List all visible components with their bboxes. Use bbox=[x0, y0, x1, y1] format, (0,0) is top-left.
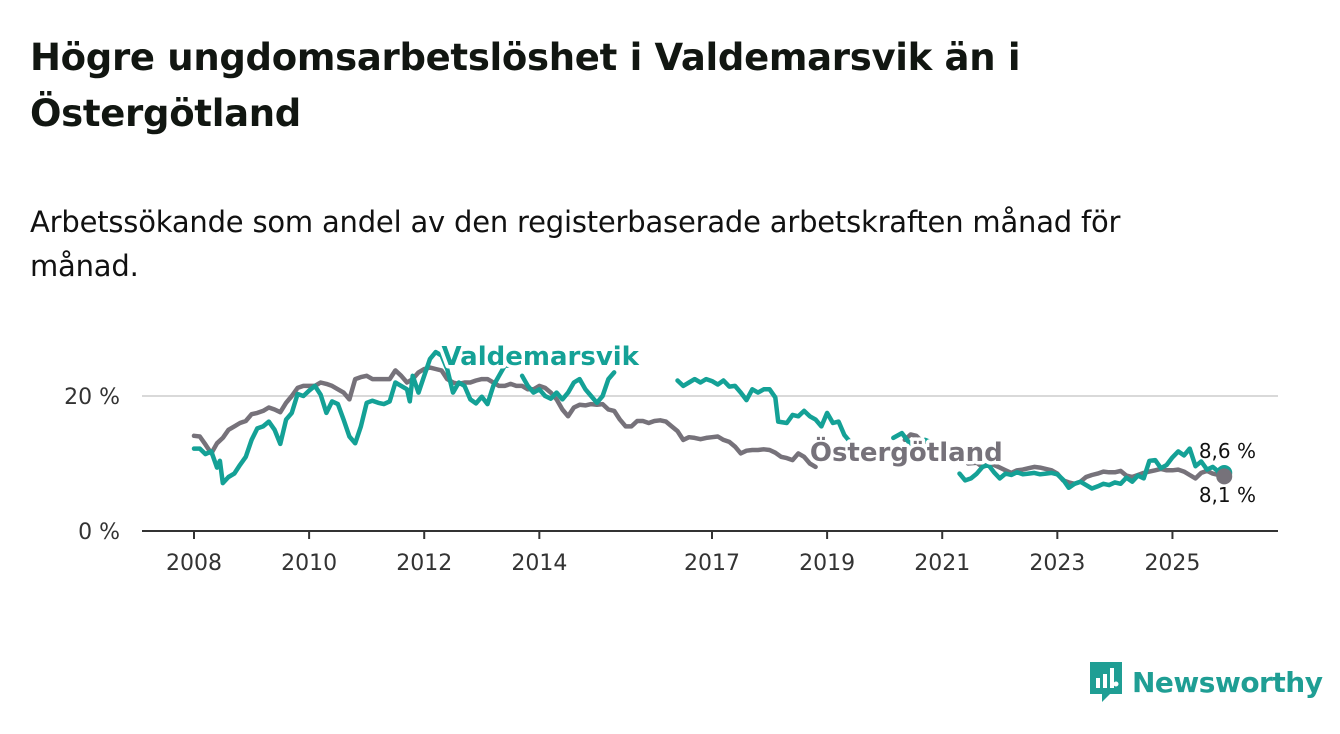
x-tick-label: 2012 bbox=[396, 551, 452, 576]
y-tick-label: 0 % bbox=[78, 520, 120, 545]
x-tick-label: 2021 bbox=[914, 551, 970, 576]
x-tick-label: 2025 bbox=[1144, 551, 1200, 576]
series-label-valdemarsvik: Valdemarsvik bbox=[441, 342, 639, 372]
brand-name: Newsworthy bbox=[1132, 665, 1323, 699]
series-line-valdemarsvik bbox=[519, 370, 617, 406]
y-tick-label: 20 % bbox=[64, 385, 120, 410]
series-line-valdemarsvik bbox=[957, 446, 1227, 491]
x-tick-label: 2019 bbox=[799, 551, 855, 576]
x-tick-label: 2017 bbox=[684, 551, 740, 576]
series-line-valdemarsvik bbox=[891, 430, 936, 449]
series-label-halo: Valdemarsvik bbox=[441, 342, 639, 372]
series-lines bbox=[191, 349, 1233, 491]
x-tick-label: 2023 bbox=[1029, 551, 1085, 576]
end-point-ostergotland bbox=[1216, 468, 1233, 485]
x-tick-label: 2010 bbox=[281, 551, 337, 576]
series-label-ostergotland: Östergötland bbox=[810, 435, 1003, 468]
x-tick-label: 2014 bbox=[511, 551, 567, 576]
series-line-ostergotland bbox=[191, 365, 818, 470]
series-line-valdemarsvik bbox=[675, 376, 853, 445]
end-value-label-ostergotland: 8,1 % bbox=[1199, 483, 1256, 507]
end-value-label-valdemarsvik: 8,6 % bbox=[1199, 439, 1256, 463]
series-labels: ValdemarsvikValdemarsvikÖstergötlandÖste… bbox=[438, 338, 1256, 507]
brand-logo[interactable]: Newsworthy bbox=[1088, 660, 1323, 704]
series-label-halo: Östergötland bbox=[810, 435, 1003, 468]
series-line-ostergotland bbox=[902, 432, 942, 449]
chart-subtitle: Arbetssökande som andel av den registerb… bbox=[30, 205, 1121, 283]
newsworthy-logo-icon bbox=[1090, 662, 1122, 702]
axes: 0 % 20 % 2008 2010 2012 2014 2017 2019 2021 2023 2… bbox=[64, 385, 1278, 576]
chart-title: Högre ungdomsarbetslöshet i Valdemarsvik… bbox=[30, 36, 1021, 135]
x-tick-label: 2008 bbox=[166, 551, 222, 576]
series-line-valdemarsvik bbox=[191, 349, 513, 486]
